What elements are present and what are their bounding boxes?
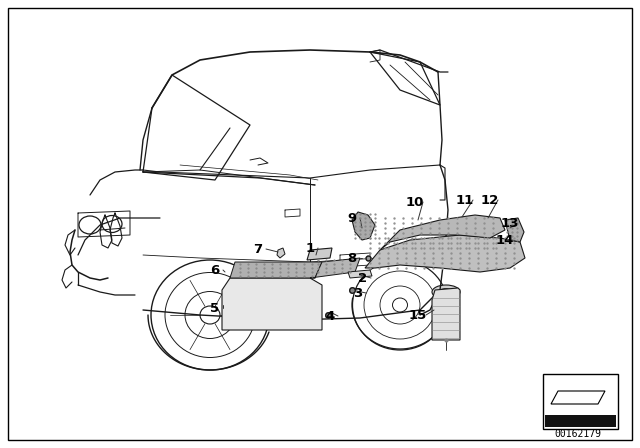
Polygon shape [505, 218, 524, 242]
Text: 1: 1 [305, 241, 315, 254]
Text: 3: 3 [353, 287, 363, 300]
Polygon shape [432, 288, 460, 340]
Polygon shape [348, 270, 372, 278]
Polygon shape [365, 235, 525, 272]
Text: 11: 11 [456, 194, 474, 207]
Polygon shape [551, 391, 605, 404]
Polygon shape [352, 212, 375, 240]
Polygon shape [277, 248, 285, 258]
Text: 5: 5 [211, 302, 220, 314]
Polygon shape [380, 215, 505, 250]
Text: 6: 6 [211, 263, 220, 276]
Bar [543, 374, 618, 429]
Ellipse shape [439, 289, 453, 296]
Text: 13: 13 [501, 216, 519, 229]
Text: 8: 8 [348, 251, 356, 264]
Ellipse shape [432, 285, 460, 299]
Text: 7: 7 [253, 242, 262, 255]
Text: 2: 2 [358, 271, 367, 284]
Polygon shape [307, 248, 332, 260]
Text: 15: 15 [409, 309, 427, 322]
Text: 14: 14 [496, 233, 514, 246]
Text: 4: 4 [325, 310, 335, 323]
Polygon shape [310, 258, 360, 278]
Text: 00162179: 00162179 [554, 429, 602, 439]
Text: 10: 10 [406, 195, 424, 208]
Polygon shape [222, 278, 322, 330]
Bar [545, 415, 616, 427]
Text: 12: 12 [481, 194, 499, 207]
Text: 9: 9 [348, 211, 356, 224]
Polygon shape [230, 262, 322, 278]
